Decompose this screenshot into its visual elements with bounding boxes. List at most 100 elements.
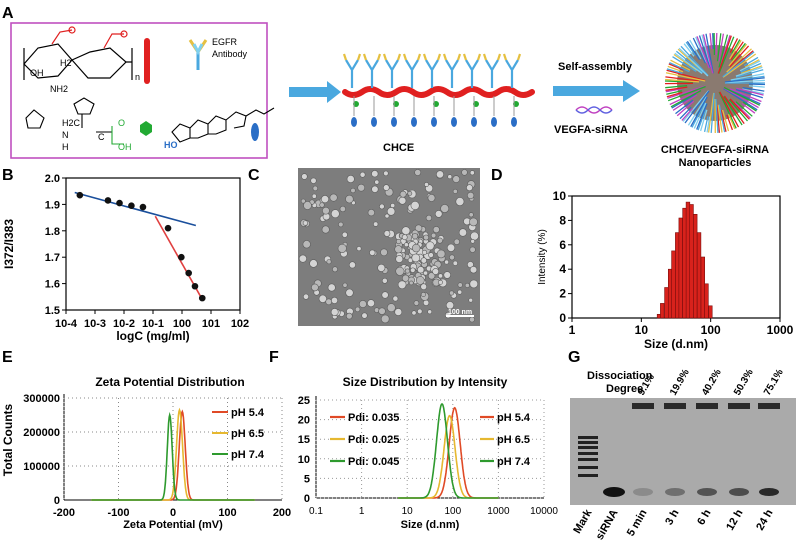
chce-cholesterol-icon bbox=[451, 117, 457, 127]
panel-a-label: A bbox=[2, 5, 14, 22]
nanoparticle-strand bbox=[675, 99, 694, 115]
nanoparticle-strand bbox=[729, 45, 750, 68]
nanoparticle-strand bbox=[748, 85, 765, 88]
chart-b-xtick-label: 10-3 bbox=[84, 318, 106, 330]
sem-particle bbox=[470, 231, 479, 241]
sem-particle bbox=[398, 196, 407, 205]
gel-ladder-band bbox=[578, 436, 598, 439]
sem-particle bbox=[309, 259, 318, 268]
gel-image: 9.1% 19.9% 40.2% 50.3% 75.1%Mark siRNA 5 min 3 … bbox=[570, 367, 796, 542]
sem-particle bbox=[386, 303, 396, 313]
gel-ladder-band bbox=[578, 441, 598, 444]
nanoparticle-strand bbox=[701, 34, 712, 68]
nanoparticle-strand bbox=[697, 109, 707, 131]
nanoparticle-strand bbox=[674, 52, 703, 75]
sem-particle bbox=[345, 194, 354, 204]
nanoparticle-strand bbox=[666, 69, 706, 82]
nanoparticle-strand bbox=[744, 59, 760, 68]
nanoparticle-strand bbox=[675, 50, 704, 74]
sem-particle bbox=[425, 241, 435, 251]
gel-well-band bbox=[632, 403, 654, 409]
sem-particle bbox=[469, 316, 475, 323]
nanoparticle-strand bbox=[683, 43, 695, 57]
sem-particle bbox=[397, 280, 407, 290]
nanoparticle-strand bbox=[723, 86, 761, 106]
sirna-helix-icon bbox=[575, 106, 613, 114]
chart-f: Size Distribution by Intensity 0 5 10 15 20 25… bbox=[298, 375, 559, 531]
sem-particle bbox=[345, 312, 353, 320]
chart-b-ytick-label: 1.8 bbox=[45, 226, 60, 238]
sem-particle bbox=[356, 246, 362, 252]
chart-b-ytick-label: 1.9 bbox=[45, 199, 60, 211]
panel-f-label: F bbox=[269, 349, 279, 366]
nanoparticle-strand bbox=[670, 90, 702, 108]
chart-e-xtick-label: 0 bbox=[170, 507, 176, 519]
gel-well-band bbox=[758, 403, 780, 409]
chart-b-fit-line bbox=[74, 191, 197, 227]
sem-particle bbox=[338, 221, 344, 228]
nanoparticle-strand bbox=[729, 39, 742, 60]
sem-particle bbox=[428, 252, 434, 258]
nanoparticle-strand bbox=[665, 78, 700, 83]
chart-e-series-line bbox=[91, 411, 255, 501]
sem-image: 100 nm bbox=[298, 168, 480, 326]
chart-d-ytick-label: 8 bbox=[559, 213, 566, 227]
gel-degree-label: 50.3% bbox=[732, 367, 756, 397]
sem-particle bbox=[408, 280, 414, 286]
sem-particle bbox=[435, 170, 444, 179]
nanoparticle-strand bbox=[715, 32, 718, 56]
sem-particle bbox=[325, 298, 333, 306]
sem-particle bbox=[311, 283, 319, 292]
sem-particle bbox=[371, 170, 379, 178]
nanoparticle-strand bbox=[729, 88, 762, 103]
sem-particle bbox=[413, 300, 420, 306]
sem-particle bbox=[384, 213, 390, 219]
nanoparticle-strand bbox=[689, 39, 702, 60]
nanoparticle-strand bbox=[715, 98, 719, 133]
sem-particle bbox=[423, 299, 430, 306]
nanoparticle-strand bbox=[721, 109, 730, 132]
sem-particle bbox=[455, 197, 465, 206]
histidine-h-label: H bbox=[62, 142, 69, 152]
sem-particle bbox=[369, 249, 376, 256]
sem-particle bbox=[348, 261, 356, 269]
nanoparticle-strand bbox=[736, 69, 764, 78]
sem-particle bbox=[321, 225, 330, 234]
histidine-oh-label: OH bbox=[118, 142, 132, 152]
chart-d-bar bbox=[693, 214, 698, 319]
nanoparticle-strand bbox=[664, 80, 694, 83]
gel-degree-label: 40.2% bbox=[700, 367, 724, 397]
sem-particle bbox=[434, 210, 443, 218]
chce-antibody-icon bbox=[405, 59, 419, 88]
sem-particle bbox=[469, 266, 478, 274]
sem-particle bbox=[394, 308, 403, 316]
sem-particle bbox=[414, 224, 423, 232]
product-label-line1: CHCE/VEGFA-siRNA bbox=[661, 144, 769, 156]
chart-f-legend-label: pH 6.5 bbox=[497, 434, 530, 446]
chart-f-ytick-label: 15 bbox=[298, 434, 310, 446]
nanoparticle-strand bbox=[669, 89, 701, 106]
chart-b-xtick-label: 101 bbox=[202, 318, 220, 330]
sem-particle bbox=[382, 184, 390, 191]
nanoparticle-strand bbox=[717, 35, 732, 74]
sem-particle bbox=[380, 314, 390, 324]
nanoparticle-strand bbox=[731, 42, 746, 62]
chart-d-bar bbox=[678, 217, 683, 319]
chce-antibody-icon bbox=[425, 59, 439, 88]
chart-d-bar bbox=[696, 232, 702, 319]
nanoparticle-strand bbox=[729, 38, 739, 53]
sem-particle bbox=[467, 191, 475, 200]
sem-particle bbox=[468, 297, 474, 303]
sem-particle bbox=[358, 300, 367, 308]
nanoparticle-strand bbox=[730, 41, 744, 61]
polymer-n-label: n bbox=[135, 72, 140, 82]
gel-ladder-band bbox=[578, 466, 598, 469]
chart-b-xtick-label: 10-4 bbox=[55, 318, 78, 330]
sem-particle bbox=[445, 301, 455, 310]
chart-e-ytick-label: 200000 bbox=[23, 427, 60, 439]
sem-particle bbox=[345, 288, 354, 297]
chart-b-ytick-label: 1.7 bbox=[45, 252, 60, 264]
nanoparticle-strand bbox=[736, 87, 764, 96]
nanoparticle-strand bbox=[723, 95, 745, 124]
chart-d-xtick-label: 100 bbox=[701, 323, 721, 337]
